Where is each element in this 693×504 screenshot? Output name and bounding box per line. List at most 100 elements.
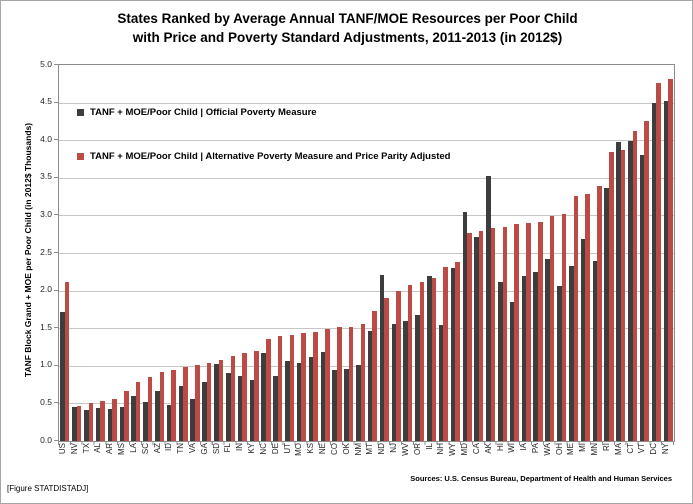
bar-official-UT	[285, 360, 290, 441]
bar-alternative-CO	[336, 327, 342, 441]
x-axis-label-DC: DC	[649, 443, 659, 455]
x-axis-label-WI: WI	[507, 443, 517, 453]
x-axis-label-VT: VT	[637, 443, 647, 454]
bar-group-MO	[296, 65, 308, 441]
bar-alternative-MT	[372, 310, 377, 441]
legend-swatch-alternative	[77, 153, 84, 160]
bar-official-ID	[166, 404, 172, 441]
x-axis-label-LA: LA	[128, 443, 138, 453]
x-axis-label-RI: RI	[601, 443, 611, 451]
x-axis-label-CO: CO	[329, 443, 339, 455]
bar-group-WI	[508, 65, 520, 441]
bar-official-TX	[84, 410, 89, 441]
bar-group-LA	[130, 65, 142, 441]
bar-alternative-SC	[147, 377, 153, 441]
x-axis-label-NC: NC	[258, 443, 268, 455]
bar-alternative-IN	[242, 353, 247, 441]
bar-alternative-IL	[431, 277, 437, 441]
y-axis-tick-label: 3.0	[40, 208, 52, 219]
gridline	[59, 328, 674, 330]
bar-group-NV	[71, 65, 83, 441]
bar-official-AZ	[154, 391, 160, 441]
bar-alternative-HI	[502, 226, 508, 441]
bar-alternative-IA	[526, 222, 531, 441]
bar-official-VA	[190, 398, 196, 441]
chart-title: States Ranked by Average Annual TANF/MOE…	[1, 9, 692, 47]
bar-alternative-FL	[230, 356, 236, 441]
bar-group-CA	[473, 65, 485, 441]
bar-alternative-AK	[490, 228, 496, 441]
y-axis-tick-mark	[54, 327, 58, 329]
y-axis-tick-mark	[54, 101, 58, 103]
bar-alternative-AZ	[159, 371, 165, 441]
chart-title-line-1: States Ranked by Average Annual TANF/MOE…	[117, 11, 578, 26]
bar-alternative-WV	[407, 284, 413, 441]
bar-group-FL	[225, 65, 237, 441]
x-axis-label-KS: KS	[306, 443, 316, 454]
bar-alternative-TX	[88, 403, 94, 441]
bars-layer	[59, 65, 674, 441]
x-axis-label-SD: SD	[211, 443, 221, 455]
bar-group-WV	[402, 65, 414, 441]
bar-official-AK	[486, 175, 491, 441]
bar-alternative-NY	[668, 78, 673, 441]
bar-official-VT	[639, 154, 645, 441]
x-axis-label-AK: AK	[483, 443, 493, 454]
bar-official-MD	[462, 211, 468, 441]
bar-group-IN	[236, 65, 248, 441]
y-axis-tick-label: 2.0	[40, 284, 52, 295]
y-axis-tick-label: 4.5	[40, 96, 52, 107]
bar-alternative-ND	[384, 298, 389, 441]
bar-group-AL	[94, 65, 106, 441]
x-axis-label-TN: TN	[176, 443, 186, 454]
x-axis-label-AR: AR	[105, 443, 115, 455]
bar-official-WY	[450, 268, 456, 441]
bar-group-MT	[367, 65, 379, 441]
bar-group-ME	[568, 65, 580, 441]
x-axis-label-NH: NH	[436, 443, 446, 455]
bar-official-HI	[498, 282, 503, 441]
x-axis-label-MT: MT	[365, 443, 375, 455]
bar-alternative-NH	[443, 267, 448, 441]
bar-group-VA	[189, 65, 201, 441]
bar-alternative-MO	[301, 333, 307, 441]
x-axis-label-KY: KY	[247, 443, 257, 454]
bar-official-IA	[521, 275, 527, 441]
bar-alternative-AR	[112, 398, 117, 441]
bar-alternative-NM	[360, 324, 366, 441]
bar-alternative-VT	[644, 120, 650, 441]
chart-title-line-2: with Price and Poverty Standard Adjustme…	[132, 30, 563, 45]
bar-group-NH	[438, 65, 450, 441]
gridline	[59, 403, 674, 405]
legend: TANF + MOE/Poor Child | Official Poverty…	[77, 107, 451, 195]
x-axis-label-NY: NY	[661, 443, 671, 455]
bar-alternative-MI	[585, 194, 590, 441]
bar-group-GA	[201, 65, 213, 441]
bar-official-KS	[308, 356, 314, 441]
x-axis-label-ME: ME	[566, 443, 576, 455]
bar-official-FL	[225, 372, 231, 441]
x-axis-label-CA: CA	[471, 443, 481, 455]
bar-official-MI	[580, 239, 586, 441]
bar-alternative-OR	[419, 281, 425, 441]
bar-official-WV	[403, 321, 408, 441]
bar-official-CA	[474, 237, 479, 441]
x-axis-label-MN: MN	[590, 443, 600, 456]
x-axis-label-OK: OK	[341, 443, 351, 455]
gridline	[59, 253, 674, 254]
bar-official-RI	[604, 188, 609, 441]
y-axis-tick-label: 1.5	[40, 321, 52, 332]
x-axis-label-UT: UT	[282, 443, 292, 454]
bar-group-MD	[461, 65, 473, 441]
bar-alternative-MS	[124, 390, 129, 441]
bar-group-OK	[343, 65, 355, 441]
bar-official-SD	[214, 363, 219, 441]
bar-group-UT	[284, 65, 296, 441]
bar-official-PA	[533, 271, 539, 441]
bar-group-US	[59, 65, 71, 441]
bar-group-NJ	[390, 65, 402, 441]
bar-official-AL	[95, 407, 101, 441]
gridline	[59, 102, 674, 104]
x-axis-label-AL: AL	[93, 443, 103, 453]
